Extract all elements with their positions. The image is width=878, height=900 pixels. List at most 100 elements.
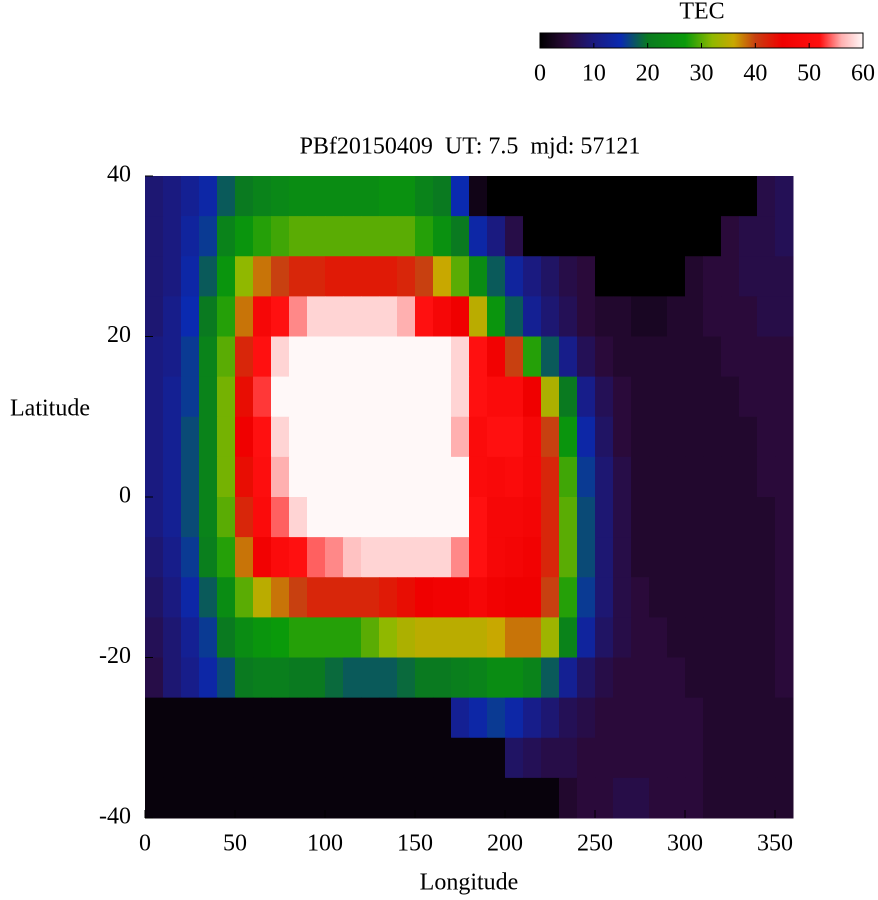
heatmap-cell: [541, 296, 560, 337]
heatmap-cell: [253, 456, 272, 498]
heatmap-cell: [325, 376, 344, 418]
heatmap-cell: [433, 537, 452, 578]
heatmap-cell: [487, 176, 506, 217]
heatmap-cell: [289, 777, 308, 819]
heatmap-cell: [199, 537, 218, 578]
heatmap-cell: [577, 296, 596, 337]
heatmap-cell: [559, 577, 578, 618]
heatmap-cell: [703, 256, 722, 297]
heatmap-cell: [595, 777, 614, 819]
heatmap-cell: [577, 657, 596, 699]
heatmap-cell: [523, 376, 542, 418]
heatmap-cell: [505, 456, 524, 498]
heatmap-cell: [523, 456, 542, 498]
heatmap-cell: [271, 497, 290, 538]
heatmap-cell: [217, 737, 236, 779]
heatmap-cell: [325, 777, 344, 819]
heatmap-cell: [253, 777, 272, 819]
heatmap-cell: [649, 416, 668, 458]
heatmap-cell: [235, 336, 254, 378]
heatmap-cell: [145, 376, 164, 418]
heatmap-cell: [703, 697, 722, 739]
heatmap-cell: [361, 737, 380, 779]
heatmap-cell: [523, 176, 542, 217]
heatmap-cell: [397, 537, 416, 578]
heatmap-cell: [217, 777, 236, 819]
heatmap-cell: [757, 577, 776, 618]
heatmap-cell: [235, 497, 254, 538]
heatmap-cell: [199, 777, 218, 819]
y-tick-label: -40: [99, 804, 131, 830]
heatmap-cell: [235, 657, 254, 699]
heatmap-cell: [253, 697, 272, 739]
heatmap-cell: [307, 537, 326, 578]
heatmap-cell: [487, 657, 506, 699]
heatmap-cell: [307, 336, 326, 378]
heatmap-cell: [595, 296, 614, 337]
heatmap-cell: [325, 256, 344, 297]
heatmap-cell: [163, 697, 182, 739]
heatmap-cell: [379, 737, 398, 779]
heatmap-cell: [415, 617, 434, 658]
heatmap-cell: [289, 697, 308, 739]
heatmap-cell: [541, 777, 560, 819]
heatmap-cell: [469, 497, 488, 538]
heatmap-cell: [181, 577, 200, 618]
heatmap-cell: [217, 416, 236, 458]
heatmap-cell: [415, 256, 434, 297]
heatmap-cell: [145, 216, 164, 257]
heatmap-cell: [487, 456, 506, 498]
heatmap-cell: [415, 577, 434, 618]
heatmap-cell: [613, 296, 632, 337]
heatmap-cell: [415, 416, 434, 458]
heatmap-cell: [523, 577, 542, 618]
heatmap-cell: [271, 537, 290, 578]
heatmap-cell: [163, 777, 182, 819]
heatmap-cell: [541, 256, 560, 297]
heatmap-cell: [199, 497, 218, 538]
heatmap-cell: [217, 577, 236, 618]
heatmap-cell: [685, 296, 704, 337]
heatmap-cell: [775, 497, 794, 538]
heatmap: [145, 176, 794, 819]
heatmap-cell: [235, 296, 254, 337]
heatmap-cell: [541, 737, 560, 779]
heatmap-cell: [397, 497, 416, 538]
heatmap-cell: [487, 617, 506, 658]
heatmap-cell: [577, 537, 596, 578]
heatmap-cell: [343, 336, 362, 378]
heatmap-cell: [595, 336, 614, 378]
heatmap-cell: [667, 216, 686, 257]
heatmap-cell: [595, 537, 614, 578]
heatmap-cell: [379, 376, 398, 418]
heatmap-cell: [415, 216, 434, 257]
heatmap-cell: [433, 497, 452, 538]
heatmap-cell: [217, 216, 236, 257]
heatmap-cell: [307, 416, 326, 458]
heatmap-cell: [487, 416, 506, 458]
heatmap-cell: [577, 256, 596, 297]
heatmap-cell: [415, 336, 434, 378]
heatmap-cell: [631, 216, 650, 257]
heatmap-cell: [541, 657, 560, 699]
heatmap-cell: [487, 216, 506, 257]
heatmap-cell: [775, 617, 794, 658]
heatmap-cell: [433, 296, 452, 337]
heatmap-cell: [631, 256, 650, 297]
heatmap-cell: [559, 336, 578, 378]
heatmap-cell: [613, 376, 632, 418]
heatmap-cell: [181, 777, 200, 819]
heatmap-cell: [523, 617, 542, 658]
heatmap-cell: [181, 456, 200, 498]
heatmap-cell: [631, 697, 650, 739]
heatmap-cell: [235, 577, 254, 618]
heatmap-cell: [487, 577, 506, 618]
heatmap-cell: [703, 617, 722, 658]
heatmap-cell: [739, 176, 758, 217]
heatmap-cell: [469, 416, 488, 458]
heatmap-cell: [145, 657, 164, 699]
heatmap-cell: [397, 256, 416, 297]
heatmap-cell: [361, 617, 380, 658]
heatmap-cell: [325, 416, 344, 458]
